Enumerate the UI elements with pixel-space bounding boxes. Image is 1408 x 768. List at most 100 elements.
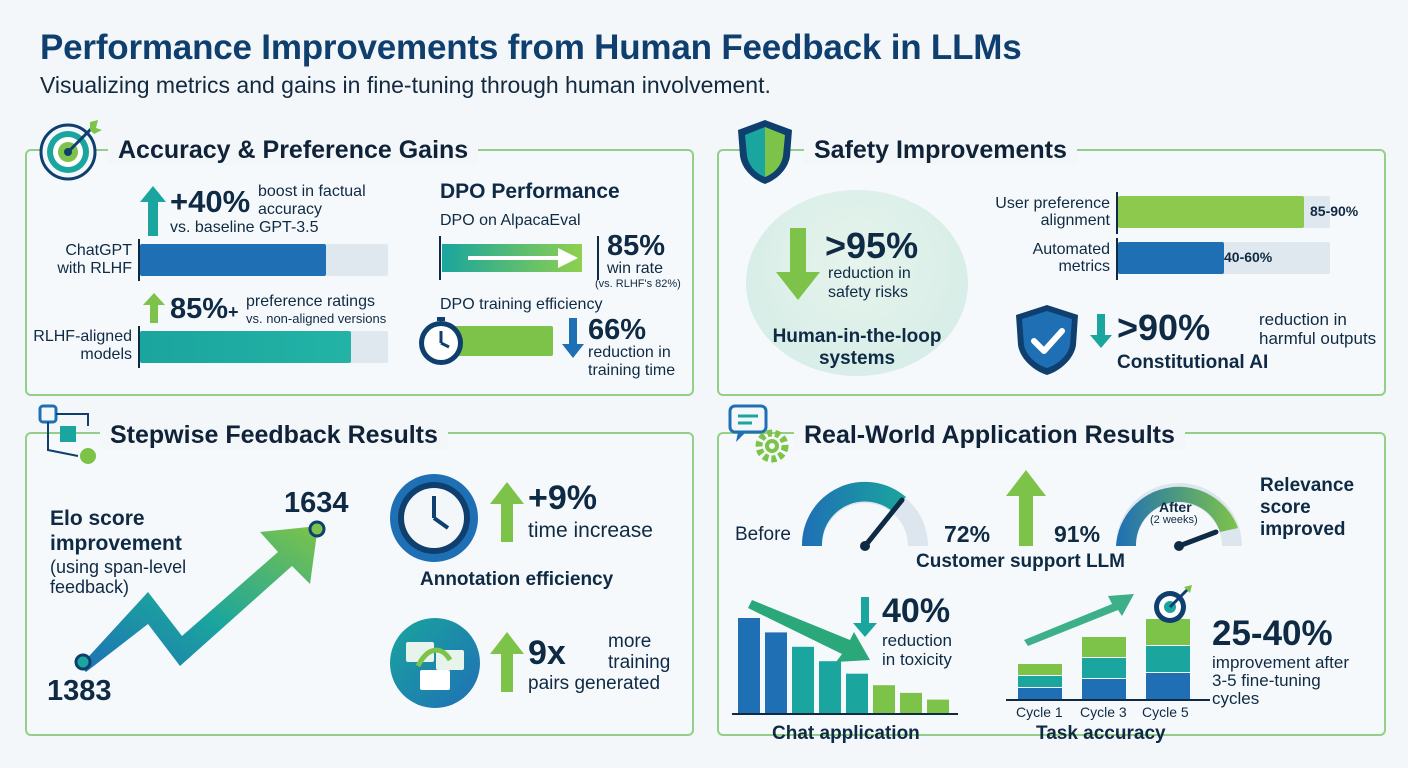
factual-desc-1: boost in factual xyxy=(258,183,366,200)
pairs-desc-2: training xyxy=(608,652,671,673)
safety-bar-value: 85-90% xyxy=(1310,203,1359,219)
safety-bar-label: Automated xyxy=(1032,241,1110,258)
factual-desc-2: accuracy xyxy=(258,201,323,218)
toxicity-bar xyxy=(846,673,868,714)
safety-bar-label: alignment xyxy=(1040,212,1110,229)
page-title: Performance Improvements from Human Feed… xyxy=(40,28,1022,67)
pairs-desc-3: pairs generated xyxy=(528,673,661,694)
cycle-5-label: Cycle 5 xyxy=(1142,704,1189,720)
safety-title: Safety Improvements xyxy=(804,136,1077,165)
time-value: +9% xyxy=(528,479,597,517)
elo-start-point xyxy=(74,653,92,671)
toxicity-chart xyxy=(732,600,958,715)
before-label: Before xyxy=(735,524,791,545)
training-pairs-icon xyxy=(390,618,480,708)
cycle-3-label: Cycle 3 xyxy=(1080,704,1127,720)
task-bar-segment xyxy=(1018,676,1062,687)
preference-value: 85%+ xyxy=(170,293,239,325)
realworld-title: Real-World Application Results xyxy=(794,421,1185,450)
factual-bar-fill xyxy=(140,244,326,276)
factual-value: +40% xyxy=(170,184,251,219)
relevance-label-3: improved xyxy=(1260,519,1346,540)
hitl-label-2: systems xyxy=(818,348,896,369)
preference-bar-label-1: RLHF-aligned xyxy=(33,328,132,345)
toxicity-trend-arrow xyxy=(748,600,870,662)
toxicity-bar xyxy=(819,661,841,714)
factual-desc-3: vs. baseline GPT-3.5 xyxy=(170,219,319,236)
safety-bar-fill xyxy=(1118,242,1224,274)
dpo-alpaca-note: (vs. RLHF's 82%) xyxy=(595,278,681,290)
preference-plus: + xyxy=(228,302,239,322)
dpo-alpaca-value: 85% xyxy=(607,230,666,262)
up-arrow-icon xyxy=(490,632,524,692)
task-bar-segment xyxy=(1018,664,1062,675)
dpo-eff-bar xyxy=(448,326,553,356)
preference-desc-2: vs. non-aligned versions xyxy=(246,311,387,326)
stepwise-panel xyxy=(25,432,694,736)
dpo-alpaca-label: DPO on AlpacaEval xyxy=(440,212,581,229)
shield-icon xyxy=(738,120,792,184)
relevance-label-2: score xyxy=(1260,497,1311,518)
factual-bar-label-1: ChatGPT xyxy=(65,242,132,259)
task-bar-segment xyxy=(1146,646,1190,672)
toxicity-desc-2: in toxicity xyxy=(882,650,952,669)
task-bar-segment xyxy=(1146,619,1190,645)
task-value: 25-40% xyxy=(1212,614,1333,653)
dpo-eff-desc-2: training time xyxy=(588,362,676,379)
down-arrow-icon xyxy=(776,228,820,300)
dpo-title: DPO Performance xyxy=(440,180,620,203)
chat-gear-icon xyxy=(728,404,789,463)
toxicity-bar xyxy=(792,646,814,714)
task-bar-segment xyxy=(1082,637,1126,657)
toxicity-bar xyxy=(765,632,787,714)
dpo-eff-value: 66% xyxy=(588,314,647,346)
safety-circle xyxy=(746,190,968,376)
chat-label: Chat application xyxy=(772,723,920,744)
toxicity-bar xyxy=(873,685,895,714)
hitl-label-1: Human-in-the-loop xyxy=(772,326,942,347)
dpo-eff-desc-1: reduction in xyxy=(588,344,671,361)
shield-check-icon xyxy=(1016,305,1078,375)
target-icon xyxy=(1154,585,1192,623)
dpo-eff-label: DPO training efficiency xyxy=(440,296,603,313)
up-arrow-icon xyxy=(140,186,166,236)
stopwatch-icon xyxy=(419,317,463,365)
down-arrow-icon xyxy=(1090,314,1112,348)
factual-bar-label-2: with RLHF xyxy=(57,260,132,277)
task-desc-2: 3-5 fine-tuning xyxy=(1212,671,1321,690)
task-trend-arrow xyxy=(1024,594,1134,646)
after-gauge xyxy=(1116,483,1242,551)
stepwise-title: Stepwise Feedback Results xyxy=(100,421,448,450)
accuracy-title: Accuracy & Preference Gains xyxy=(108,136,479,165)
cai-label: Constitutional AI xyxy=(1117,352,1269,373)
dpo-alpaca-bar xyxy=(439,236,599,280)
up-arrow-icon xyxy=(143,293,165,323)
elo-label-3: (using span-level xyxy=(50,557,187,577)
safety-bar-label: metrics xyxy=(1058,258,1110,275)
preference-bar-fill xyxy=(140,331,351,363)
toxicity-value: 40% xyxy=(882,592,951,630)
safety-bar-value: 40-60% xyxy=(1224,249,1273,265)
risk-desc-1: reduction in xyxy=(828,265,911,282)
up-arrow-icon xyxy=(1006,470,1046,546)
down-arrow-icon xyxy=(562,318,584,358)
clock-icon xyxy=(390,474,478,562)
page-subtitle: Visualizing metrics and gains in fine-tu… xyxy=(40,72,771,98)
task-bar-segment xyxy=(1082,658,1126,678)
after-note: (2 weeks) xyxy=(1150,514,1198,526)
before-gauge xyxy=(801,481,928,551)
pairs-value: 9x xyxy=(528,634,566,672)
time-desc: time increase xyxy=(528,519,653,542)
preference-desc-1: preference ratings xyxy=(246,293,375,310)
task-label: Task accuracy xyxy=(1036,723,1166,744)
cai-desc-2: harmful outputs xyxy=(1259,329,1377,348)
task-bar-segment xyxy=(1082,679,1126,699)
pairs-desc-1: more xyxy=(608,631,652,652)
risk-desc-2: safety risks xyxy=(828,284,909,301)
workflow-icon xyxy=(38,404,96,464)
down-arrow-icon xyxy=(853,597,877,637)
preference-bar-label-2: models xyxy=(80,346,132,363)
risk-value: >95% xyxy=(825,225,919,266)
before-value: 72% xyxy=(944,521,991,547)
elo-trend-arrow xyxy=(80,526,318,672)
